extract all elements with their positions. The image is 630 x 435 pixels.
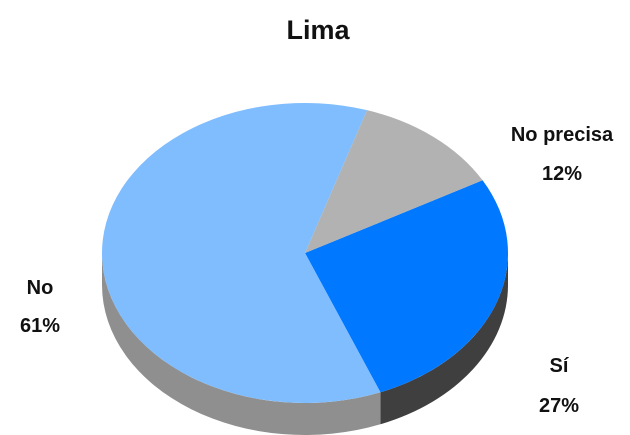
slice-value-no-precisa: 12% — [542, 163, 582, 185]
slice-value-si: 27% — [539, 395, 579, 417]
pie-slice-no-precisa — [305, 110, 483, 254]
slice-value-no: 61% — [20, 315, 60, 337]
slice-label-no-precisa: No precisa — [511, 124, 614, 146]
slice-label-no: No — [27, 277, 54, 299]
chart-title: Lima — [286, 15, 350, 45]
pie-side-no — [102, 253, 381, 435]
pie-body — [101, 102, 508, 435]
pie-slice-s- — [305, 180, 508, 393]
pie-side-s- — [380, 253, 508, 425]
slice-label-si: Sí — [550, 355, 570, 377]
pie-slice-no — [101, 102, 381, 403]
